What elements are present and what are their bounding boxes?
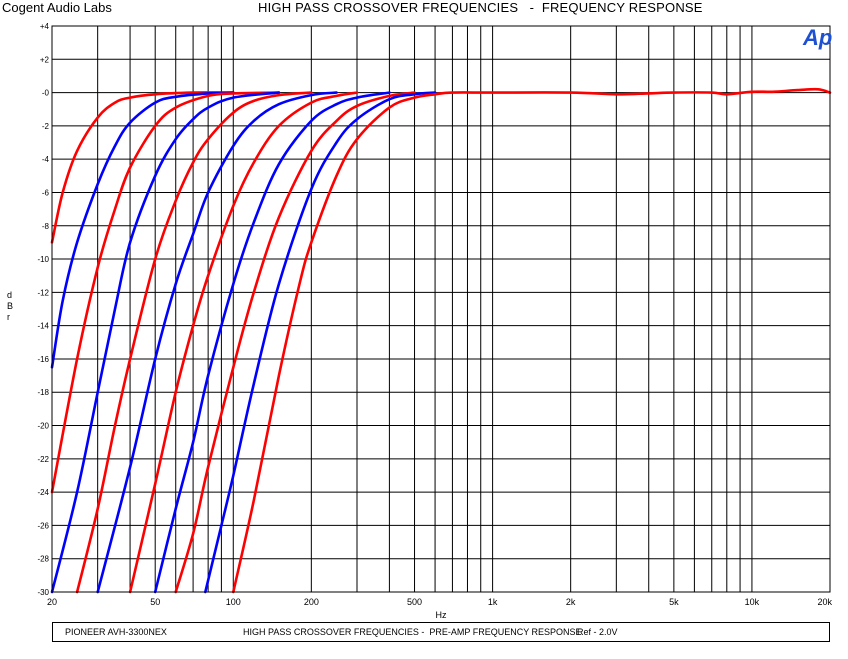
x-tick-label: 20k — [817, 597, 832, 607]
x-tick-label: 2k — [566, 597, 576, 607]
x-axis-labels: 20 50 100 200 500 1k 2k 5k 10k 20k — [47, 597, 833, 607]
y-tick-label: -24 — [37, 488, 49, 497]
footer-info-box: PIONEER AVH-3300NEX HIGH PASS CROSSOVER … — [52, 622, 830, 642]
y-tick-label: -18 — [37, 388, 49, 397]
series-line-5 — [75, 91, 313, 594]
series-line-9 — [174, 91, 416, 594]
plot-frame — [51, 25, 831, 593]
y-tick-label: -28 — [37, 555, 49, 564]
y-tick-label: +4 — [40, 22, 50, 31]
footer-model: PIONEER AVH-3300NEX — [65, 627, 167, 637]
x-tick-label: 200 — [304, 597, 319, 607]
y-tick-label: -12 — [37, 288, 49, 297]
series-line-7 — [128, 91, 359, 594]
x-tick-label: 1k — [488, 597, 498, 607]
company-name: Cogent Audio Labs — [2, 0, 112, 15]
y-tick-label: -6 — [42, 188, 50, 197]
x-tick-label: 20 — [47, 597, 57, 607]
x-tick-label: 5k — [669, 597, 679, 607]
x-tick-label: 50 — [150, 597, 160, 607]
chart-title: HIGH PASS CROSSOVER FREQUENCIES - FREQUE… — [258, 0, 703, 15]
y-tick-label: -16 — [37, 355, 49, 364]
y-tick-label: -2 — [42, 122, 50, 131]
series-line-10 — [204, 91, 437, 594]
y-tick-label: -26 — [37, 521, 49, 530]
x-tick-label: 500 — [407, 597, 422, 607]
frequency-response-chart: +4 +2 -0 -2 -4 -6 -8 -10 -12 -14 -16 -18 -20 -22 -24 -2… — [7, 22, 833, 620]
ap-logo: Ap — [802, 25, 832, 50]
y-tick-label: -14 — [37, 322, 49, 331]
y-tick-label: -22 — [37, 455, 49, 464]
footer-reference: Ref - 2.0V — [577, 627, 618, 637]
x-axis-title: Hz — [436, 610, 447, 620]
series-line-4 — [50, 91, 281, 594]
series-line-11 — [232, 87, 832, 594]
footer-description: HIGH PASS CROSSOVER FREQUENCIES - PRE-AM… — [243, 627, 582, 637]
y-tick-label: -4 — [42, 155, 50, 164]
series-group — [50, 87, 832, 594]
series-line-8 — [153, 91, 391, 594]
y-axis-labels: +4 +2 -0 -2 -4 -6 -8 -10 -12 -14 -16 -18 -20 -22 -24 -2… — [37, 22, 49, 597]
x-tick-label: 10k — [745, 597, 760, 607]
series-line-6 — [96, 91, 338, 594]
y-tick-label: -0 — [42, 89, 50, 98]
x-tick-label: 100 — [226, 597, 241, 607]
series-line-2 — [50, 91, 235, 369]
y-tick-label: +2 — [40, 55, 50, 64]
series-line-1 — [50, 91, 235, 244]
y-tick-label: -8 — [42, 222, 50, 231]
y-tick-label: -20 — [37, 422, 49, 431]
y-tick-label: -30 — [37, 588, 49, 597]
y-tick-label: -10 — [37, 255, 49, 264]
series-line-3 — [50, 91, 281, 494]
